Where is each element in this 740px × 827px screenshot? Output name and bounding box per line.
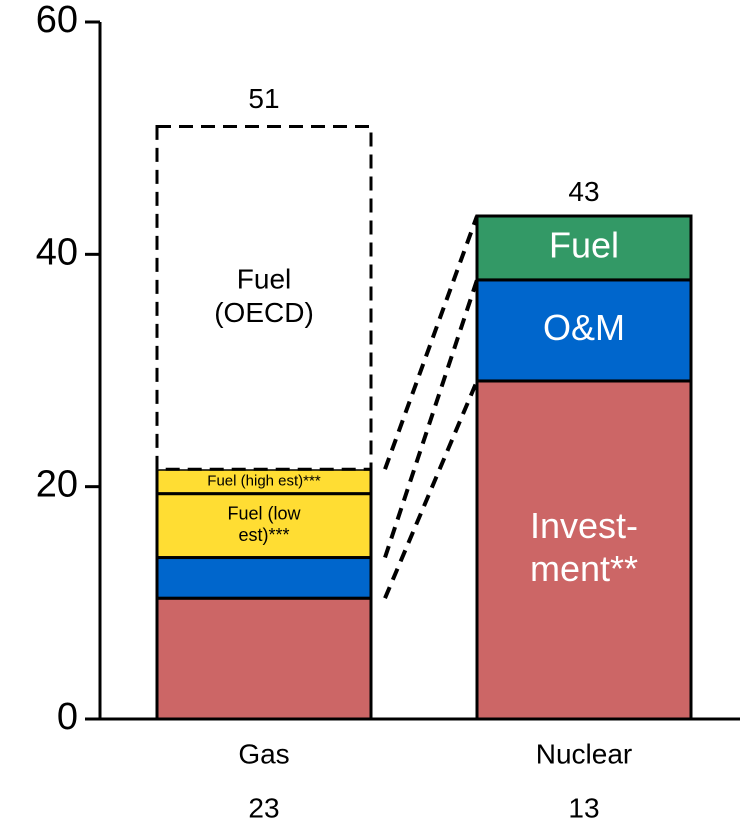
bar-segment xyxy=(155,556,373,600)
segment-label: Fuel (low xyxy=(227,504,301,524)
segment-label: O&M xyxy=(543,307,625,348)
x-tick-label: Nuclear xyxy=(536,738,632,769)
y-tick-label: 60 xyxy=(36,0,78,41)
segment-label: Fuel xyxy=(237,263,291,294)
segment-label: Invest- xyxy=(530,505,638,546)
segment-label: ment** xyxy=(530,548,638,589)
segment-label: Fuel xyxy=(549,224,619,265)
category-note: 23 xyxy=(248,792,279,823)
bar-segment xyxy=(475,278,693,383)
y-tick-label: 20 xyxy=(36,464,78,506)
y-tick-label: 0 xyxy=(57,696,78,738)
segment-label: est)*** xyxy=(238,525,289,545)
connector xyxy=(383,215,479,470)
connector xyxy=(383,279,479,559)
bar-segment xyxy=(155,467,373,496)
bar-segment xyxy=(155,125,373,471)
category-note: 13 xyxy=(568,792,599,823)
bar-segment xyxy=(475,379,693,721)
bar-segment xyxy=(475,214,693,282)
segment-label: Fuel (high est)*** xyxy=(207,472,321,489)
total-label: 43 xyxy=(568,176,599,207)
y-tick-label: 40 xyxy=(36,231,78,273)
segment-label: (OECD) xyxy=(214,297,314,328)
total-label: 51 xyxy=(248,83,279,114)
bar-segment xyxy=(155,596,373,721)
x-tick-label: Gas xyxy=(238,738,289,769)
